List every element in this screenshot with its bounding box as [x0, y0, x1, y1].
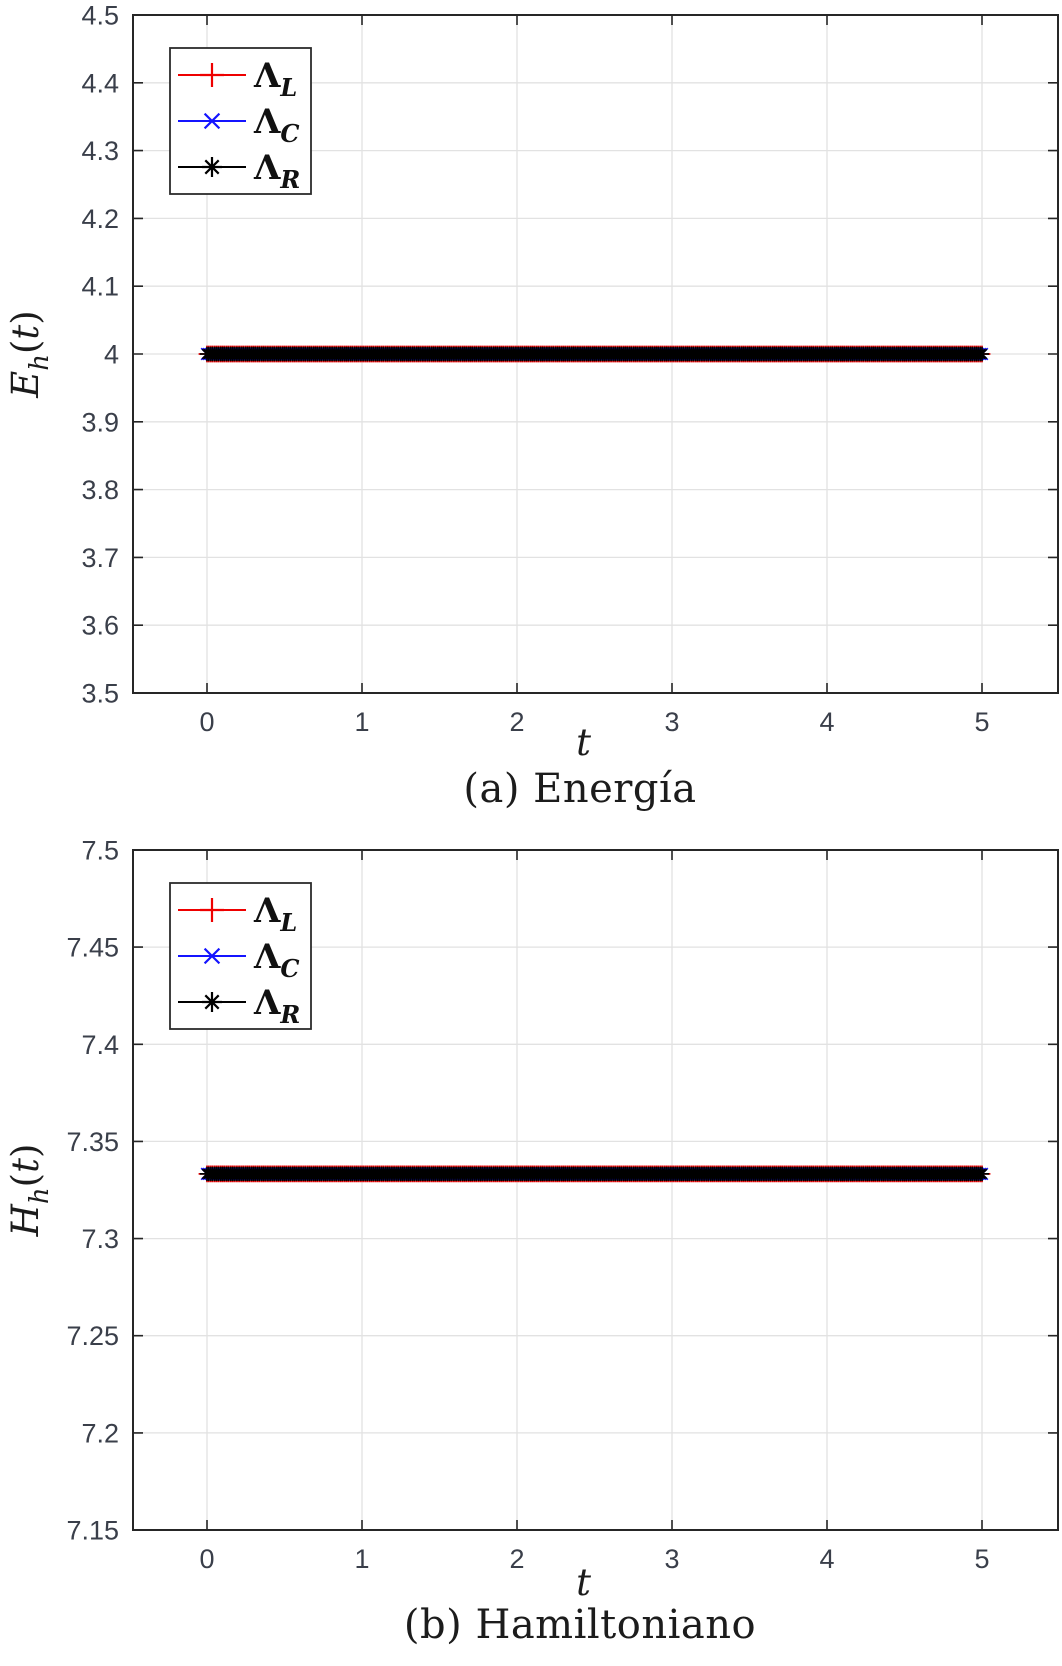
y-tick-label: 7.5 — [81, 835, 119, 865]
y-tick-label: 4.3 — [81, 136, 119, 166]
y-tick-label: 4.5 — [81, 0, 119, 30]
x-axis-label: t — [576, 1561, 591, 1604]
legend-plus-marker-icon — [200, 63, 224, 87]
x-tick-label: 4 — [819, 1544, 834, 1574]
axis-ticks — [133, 849, 1058, 1531]
y-tick-label: 3.8 — [81, 475, 119, 505]
y-tick-label: 7.45 — [66, 933, 119, 963]
y-tick-label: 7.4 — [81, 1030, 119, 1060]
data-series — [198, 1165, 991, 1183]
series-lambda-r-markers — [199, 1166, 990, 1182]
legend-entry-lambda-r: ΛR — [178, 148, 300, 194]
data-series — [198, 345, 991, 363]
legend-label: ΛR — [253, 148, 300, 194]
legend-label: ΛL — [253, 891, 297, 937]
y-tick-label: 4.2 — [81, 204, 119, 234]
x-tick-label: 0 — [199, 1544, 214, 1574]
x-tick-label: 2 — [509, 1544, 524, 1574]
legend-asterisk-marker-icon — [202, 157, 222, 177]
caption-energy: (a) Energía — [463, 766, 697, 812]
x-tick-label: 3 — [664, 707, 679, 737]
legend-label: ΛR — [253, 983, 300, 1029]
y-tick-label: 7.2 — [81, 1418, 119, 1448]
series-lambda-r-markers — [199, 346, 990, 362]
x-tick-label: 0 — [199, 707, 214, 737]
x-tick-label: 1 — [354, 707, 369, 737]
legend-entry-lambda-c: ΛC — [178, 102, 300, 148]
plot-box — [132, 849, 1059, 1531]
y-tick-label: 3.9 — [81, 407, 119, 437]
y-tick-label: 4 — [104, 339, 119, 369]
y-tick-label: 3.5 — [81, 678, 119, 708]
y-axis-label: Hh(t) — [4, 1144, 55, 1238]
x-tick-label: 5 — [974, 1544, 989, 1574]
y-axis-label: Eh(t) — [4, 310, 55, 399]
x-tick-label: 5 — [974, 707, 989, 737]
x-tick-label: 2 — [509, 707, 524, 737]
x-tick-label: 3 — [664, 1544, 679, 1574]
y-tick-label: 7.15 — [66, 1515, 119, 1545]
y-tick-labels: 7.15 7.2 7.25 7.3 7.35 7.4 7.45 7.5 — [66, 835, 119, 1545]
legend-label: ΛL — [253, 56, 297, 102]
y-tick-label: 7.35 — [66, 1127, 119, 1157]
caption-hamiltonian: (b) Hamiltoniano — [403, 1602, 757, 1648]
y-tick-label: 3.6 — [81, 611, 119, 641]
legend-entry-lambda-l: ΛL — [178, 56, 297, 102]
x-tick-labels: 0 1 2 3 4 5 — [199, 707, 989, 737]
y-tick-label: 4.4 — [81, 68, 119, 98]
x-tick-labels: 0 1 2 3 4 5 — [199, 1544, 989, 1574]
legend-entry-lambda-l: ΛL — [178, 891, 297, 937]
legend-x-marker-icon — [203, 947, 221, 965]
y-tick-label: 4.1 — [81, 272, 119, 302]
axis-ticks — [133, 14, 1058, 694]
legend-x-marker-icon — [203, 112, 221, 130]
legend-asterisk-marker-icon — [202, 992, 222, 1012]
legend-label: ΛC — [253, 937, 300, 983]
y-tick-label: 7.25 — [66, 1321, 119, 1351]
y-tick-label: 3.7 — [81, 543, 119, 573]
hamiltonian-plot: 0 1 2 3 4 5 7.15 7.2 7.25 7.3 7.35 7.4 7.45 7.5 t Hh(t)… — [4, 835, 1059, 1604]
energy-plot: 0 1 2 3 4 5 3.5 3.6 3.7 3.8 3.9 4 4.1 4.2 4.3 4.4 4.5 t Eh… — [4, 0, 1059, 764]
y-tick-label: 7.3 — [81, 1224, 119, 1254]
legend-plus-marker-icon — [200, 898, 224, 922]
y-tick-labels: 3.5 3.6 3.7 3.8 3.9 4 4.1 4.2 4.3 4.4 4.5 — [81, 0, 119, 708]
x-tick-label: 4 — [819, 707, 834, 737]
x-axis-label: t — [576, 721, 591, 764]
legend-entry-lambda-c: ΛC — [178, 937, 300, 983]
legend-entry-lambda-r: ΛR — [178, 983, 300, 1029]
legend-label: ΛC — [253, 102, 300, 148]
x-tick-label: 1 — [354, 1544, 369, 1574]
